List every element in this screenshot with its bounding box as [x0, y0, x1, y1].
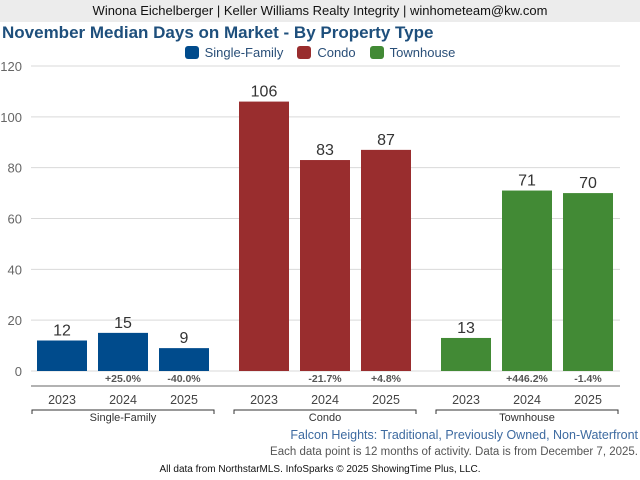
data-note: Each data point is 12 months of activity…: [270, 446, 638, 458]
group-bracket: [233, 409, 417, 414]
x-tick-label: 2025: [372, 393, 400, 407]
change-label: +4.8%: [371, 373, 402, 385]
y-tick-label: 80: [8, 161, 22, 176]
bar-value-label: 71: [518, 173, 536, 190]
bar-value-label: 83: [316, 142, 334, 159]
legend-swatch-condo: [297, 46, 312, 59]
bar: [159, 348, 209, 371]
x-tick-label: 2024: [311, 393, 339, 407]
bar: [502, 190, 552, 371]
x-tick-label: 2024: [513, 393, 541, 407]
chart-subtitle: Falcon Heights: Traditional, Previously …: [290, 428, 638, 442]
legend-item-single-family[interactable]: Single-Family: [184, 45, 284, 60]
chart-title: November Median Days on Market - By Prop…: [2, 23, 434, 42]
y-tick-label: 60: [8, 212, 22, 227]
group-label: Townhouse: [499, 412, 555, 424]
bar: [361, 149, 411, 371]
bar: [98, 332, 148, 371]
y-tick-label: 0: [15, 364, 22, 379]
group-label: Single-Family: [90, 412, 157, 424]
y-tick-label: 40: [8, 262, 22, 277]
change-label: +446.2%: [506, 373, 548, 385]
change-label: -21.7%: [308, 373, 342, 385]
x-tick-label: 2023: [250, 393, 278, 407]
bar: [300, 160, 350, 371]
bar-value-label: 70: [579, 175, 597, 192]
change-label: -40.0%: [167, 373, 201, 385]
x-tick-label: 2023: [452, 393, 480, 407]
x-tick-label: 2025: [170, 393, 198, 407]
y-tick-label: 120: [0, 59, 22, 74]
legend-label: Single-Family: [204, 45, 284, 60]
group-label: Condo: [309, 412, 341, 424]
legend-label: Condo: [317, 45, 356, 60]
bar-value-label: 87: [377, 132, 395, 149]
bar-value-label: 13: [457, 320, 475, 337]
legend-item-townhouse[interactable]: Townhouse: [369, 45, 456, 60]
bar: [441, 337, 491, 371]
bar-value-label: 106: [251, 84, 278, 101]
group-bracket: [31, 409, 215, 414]
change-label: -1.4%: [574, 373, 602, 385]
change-label: +25.0%: [105, 373, 142, 385]
x-tick-label: 2024: [109, 393, 137, 407]
legend: Single-Family Condo Townhouse: [0, 45, 640, 60]
agent-header: Winona Eichelberger | Keller Williams Re…: [0, 0, 640, 22]
bar-value-label: 9: [180, 330, 189, 347]
bar: [239, 101, 289, 371]
x-tick-label: 2025: [574, 393, 602, 407]
legend-swatch-townhouse: [369, 46, 384, 59]
legend-item-condo[interactable]: Condo: [297, 45, 356, 60]
y-tick-label: 100: [0, 110, 22, 125]
bar-value-label: 15: [114, 315, 132, 332]
data-credit: All data from NorthstarMLS. InfoSparks ©…: [159, 464, 481, 475]
group-bracket: [435, 409, 619, 414]
legend-swatch-single-family: [184, 46, 199, 59]
bar: [563, 193, 613, 371]
y-tick-label: 20: [8, 313, 22, 328]
legend-label: Townhouse: [389, 45, 456, 60]
bar: [37, 340, 87, 371]
bar-value-label: 12: [53, 323, 71, 340]
x-tick-label: 2023: [48, 393, 76, 407]
